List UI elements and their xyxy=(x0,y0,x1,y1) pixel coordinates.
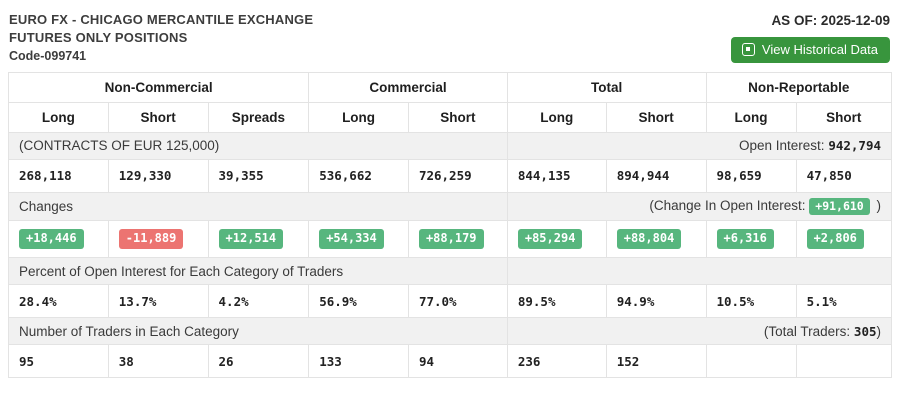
report-subtitle: FUTURES ONLY POSITIONS xyxy=(9,30,188,46)
percent-label-spacer xyxy=(506,257,893,286)
traders-value: 26 xyxy=(207,344,310,379)
traders-value-empty xyxy=(795,344,893,379)
col-header-nc-short: Short xyxy=(107,101,209,133)
change-cell: +88,179 xyxy=(407,220,508,259)
col-header-c-long: Long xyxy=(308,101,409,133)
traders-value: 38 xyxy=(107,344,209,379)
traders-value: 133 xyxy=(308,344,409,379)
report-title: EURO FX - CHICAGO MERCANTILE EXCHANGE xyxy=(9,12,314,27)
percent-value: 28.4% xyxy=(8,284,109,319)
traders-value: 152 xyxy=(605,344,707,379)
cot-table: Non-Commercial Commercial Total Non-Repo… xyxy=(7,71,893,379)
change-cell: -11,889 xyxy=(107,220,209,259)
traders-value: 94 xyxy=(407,344,508,379)
traders-value-empty xyxy=(705,344,797,379)
total-traders-value: 305 xyxy=(853,323,877,339)
change-badge: +6,316 xyxy=(716,229,774,250)
calendar-icon xyxy=(741,43,755,56)
change-cell: +54,334 xyxy=(308,220,409,259)
open-interest-label: Open Interest: xyxy=(738,138,825,154)
change-cell: +18,446 xyxy=(8,220,109,259)
percent-row: 28.4% 13.7% 4.2% 56.9% 77.0% 89.5% 94.9%… xyxy=(8,284,893,319)
percent-value: 13.7% xyxy=(107,284,209,319)
changes-row: +18,446 -11,889 +12,514 +54,334 +88,179 … xyxy=(8,220,893,259)
percent-value: 4.2% xyxy=(207,284,310,319)
col-header-nc-long: Long xyxy=(8,101,109,133)
change-open-interest-cell: (Change In Open Interest: +91,610 ) xyxy=(506,191,893,222)
change-cell: +85,294 xyxy=(506,220,607,259)
open-interest-value: 942,794 xyxy=(828,138,881,154)
change-oi-prefix: (Change In Open Interest: xyxy=(649,197,806,213)
as-of-date: AS OF: 2025-12-09 xyxy=(771,13,890,28)
change-oi-suffix: ) xyxy=(876,197,882,213)
change-badge: +12,514 xyxy=(218,229,284,250)
change-badge: +85,294 xyxy=(517,229,583,250)
position-value: 894,944 xyxy=(605,158,707,193)
changes-label: Changes xyxy=(8,191,508,222)
total-traders-suffix: ) xyxy=(876,323,882,339)
change-badge: -11,889 xyxy=(118,229,184,250)
open-interest-cell: Open Interest: 942,794 xyxy=(506,131,893,160)
change-cell: +88,804 xyxy=(605,220,707,259)
col-header-t-short: Short xyxy=(605,101,707,133)
topbar: EURO FX - CHICAGO MERCANTILE EXCHANGE FU… xyxy=(0,0,900,72)
position-value: 47,850 xyxy=(795,158,893,193)
group-header-total: Total xyxy=(506,71,707,103)
col-header-nr-short: Short xyxy=(795,101,893,133)
position-value: 844,135 xyxy=(506,158,607,193)
traders-value: 236 xyxy=(506,344,607,379)
position-value: 129,330 xyxy=(107,158,209,193)
percent-value: 77.0% xyxy=(407,284,508,319)
percent-label-row: Percent of Open Interest for Each Catego… xyxy=(8,257,893,286)
change-badge: +54,334 xyxy=(319,229,384,250)
change-oi-badge: +91,610 xyxy=(809,197,870,216)
group-header-non-reportable: Non-Reportable xyxy=(705,71,892,103)
change-badge: +88,179 xyxy=(418,229,484,250)
traders-label-row: Number of Traders in Each Category (Tota… xyxy=(8,317,893,346)
change-badge: +2,806 xyxy=(806,229,864,250)
traders-value: 95 xyxy=(8,344,109,379)
col-header-c-short: Short xyxy=(407,101,508,133)
col-header-t-long: Long xyxy=(506,101,607,133)
position-value: 726,259 xyxy=(407,158,508,193)
percent-value: 10.5% xyxy=(705,284,797,319)
traders-label: Number of Traders in Each Category xyxy=(8,317,508,346)
position-value: 39,355 xyxy=(207,158,310,193)
position-value: 98,659 xyxy=(705,158,797,193)
topbar-right: AS OF: 2025-12-09 View Historical Data xyxy=(730,11,890,63)
change-badge: +18,446 xyxy=(19,229,84,250)
change-cell: +12,514 xyxy=(207,220,310,259)
changes-label-row: Changes (Change In Open Interest: +91,61… xyxy=(8,191,893,222)
contract-code: Code-099741 xyxy=(9,48,87,63)
col-header-nr-long: Long xyxy=(705,101,797,133)
change-cell: +6,316 xyxy=(705,220,797,259)
column-header-row: Long Short Spreads Long Short Long Short… xyxy=(8,101,893,133)
percent-value: 89.5% xyxy=(506,284,607,319)
change-badge: +88,804 xyxy=(616,229,682,250)
group-header-row: Non-Commercial Commercial Total Non-Repo… xyxy=(7,71,892,103)
total-traders-cell: (Total Traders: 305) xyxy=(506,317,893,346)
traders-row: 95 38 26 133 94 236 152 xyxy=(8,344,893,379)
positions-row: 268,118 129,330 39,355 536,662 726,259 8… xyxy=(8,158,893,193)
percent-value: 94.9% xyxy=(605,284,707,319)
total-traders-prefix: (Total Traders: xyxy=(763,323,851,339)
contracts-label: (CONTRACTS OF EUR 125,000) xyxy=(8,131,508,160)
position-value: 268,118 xyxy=(8,158,109,193)
change-cell: +2,806 xyxy=(795,220,893,259)
position-value: 536,662 xyxy=(308,158,409,193)
group-header-commercial: Commercial xyxy=(308,71,508,103)
group-header-non-commercial: Non-Commercial xyxy=(7,71,310,103)
report-titles: EURO FX - CHICAGO MERCANTILE EXCHANGE FU… xyxy=(9,11,313,66)
percent-label: Percent of Open Interest for Each Catego… xyxy=(8,257,508,286)
percent-value: 5.1% xyxy=(795,284,893,319)
view-historical-data-button[interactable]: View Historical Data xyxy=(730,37,890,63)
percent-value: 56.9% xyxy=(308,284,409,319)
col-header-nc-spreads: Spreads xyxy=(207,101,310,133)
view-historical-data-label: View Historical Data xyxy=(761,42,878,57)
contracts-label-row: (CONTRACTS OF EUR 125,000) Open Interest… xyxy=(8,131,893,160)
